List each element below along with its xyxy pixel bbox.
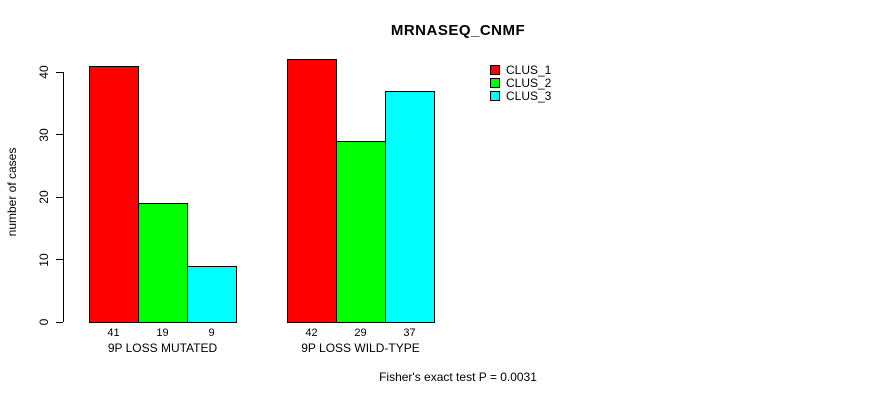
y-axis xyxy=(63,72,64,322)
bar-clus_3-group2 xyxy=(385,91,435,323)
legend-swatch-clus_2 xyxy=(490,78,500,88)
group-label: 9P LOSS WILD-TYPE xyxy=(301,341,420,355)
bar-clus_1-group2 xyxy=(287,59,337,323)
bar-value-label: 19 xyxy=(156,327,169,339)
y-tick xyxy=(56,196,63,198)
y-tick-label: 30 xyxy=(37,127,51,142)
legend-label: CLUS_3 xyxy=(506,89,552,103)
bar-value-label: 29 xyxy=(354,327,367,339)
y-tick-label: 40 xyxy=(37,65,51,79)
bar-clus_2-group1 xyxy=(138,203,188,323)
legend-label: CLUS_2 xyxy=(506,76,552,90)
legend-swatch-clus_1 xyxy=(490,65,500,75)
bar-value-label: 37 xyxy=(403,327,416,339)
y-tick xyxy=(56,259,63,260)
bar-value-label: 42 xyxy=(305,327,318,339)
y-tick-label: 20 xyxy=(37,190,51,204)
y-tick xyxy=(56,321,63,323)
bar-clus_2-group2 xyxy=(336,141,386,323)
legend-swatch-clus_3 xyxy=(490,91,500,101)
y-tick xyxy=(56,71,63,73)
y-tick-label: 10 xyxy=(37,252,51,267)
chart-title: MRNASEQ_CNMF xyxy=(390,22,526,39)
annotation-text: Fisher's exact test P = 0.0031 xyxy=(379,370,537,384)
y-tick-label: 0 xyxy=(37,318,51,326)
legend-label: CLUS_1 xyxy=(506,63,552,77)
bar-value-label: 9 xyxy=(208,327,215,339)
bar-clus_3-group1 xyxy=(187,266,237,323)
y-tick xyxy=(56,134,63,135)
bar-value-label: 41 xyxy=(107,327,120,339)
group-label: 9P LOSS MUTATED xyxy=(107,341,218,355)
bar-clus_1-group1 xyxy=(89,66,139,323)
